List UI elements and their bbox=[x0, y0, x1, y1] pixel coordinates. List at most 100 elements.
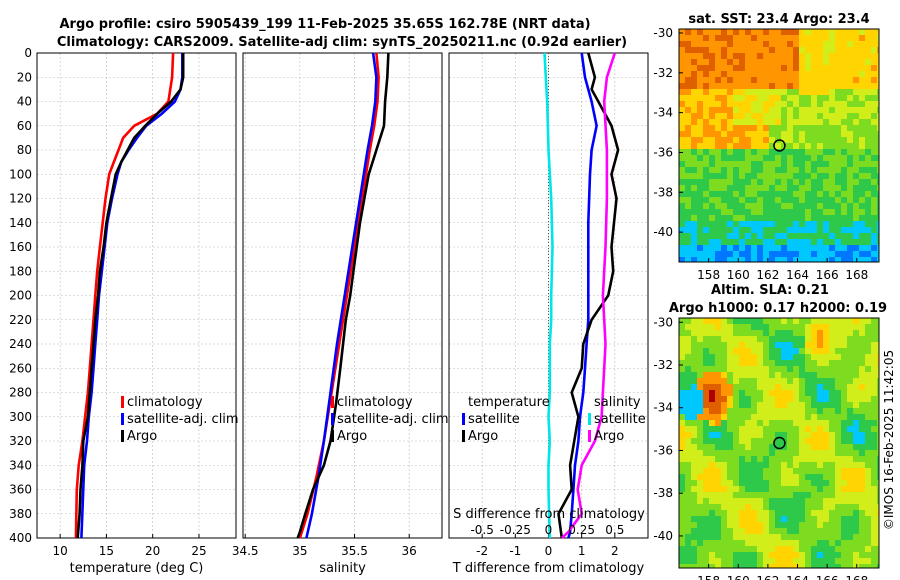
heatmap-cell bbox=[739, 209, 745, 215]
heatmap-cell bbox=[715, 89, 721, 95]
heatmap-cell bbox=[835, 143, 841, 149]
heatmap-cell bbox=[823, 179, 829, 185]
heatmap-cell bbox=[721, 239, 727, 245]
y-tick-label: -36 bbox=[653, 145, 673, 159]
heatmap-cell bbox=[679, 516, 685, 522]
heatmap-cell bbox=[793, 143, 799, 149]
heatmap-cell bbox=[733, 438, 739, 444]
heatmap-cell bbox=[793, 528, 799, 534]
heatmap-cell bbox=[853, 35, 859, 41]
heatmap-cell bbox=[781, 155, 787, 161]
heatmap-cell bbox=[697, 233, 703, 239]
heatmap-cell bbox=[733, 107, 739, 113]
heatmap-cell bbox=[739, 119, 745, 125]
y-tick-label: 40 bbox=[17, 95, 32, 109]
heatmap-cell bbox=[697, 149, 703, 155]
heatmap-cell bbox=[829, 552, 835, 558]
heatmap-cell bbox=[847, 143, 853, 149]
heatmap-cell bbox=[787, 330, 793, 336]
heatmap-cell bbox=[697, 402, 703, 408]
heatmap-cell bbox=[853, 426, 859, 432]
heatmap-cell bbox=[751, 444, 757, 450]
heatmap-cell bbox=[781, 534, 787, 540]
heatmap-cell bbox=[775, 113, 781, 119]
heatmap-cell bbox=[775, 131, 781, 137]
heatmap-cell bbox=[829, 330, 835, 336]
heatmap-cell bbox=[835, 336, 841, 342]
heatmap-cell bbox=[787, 432, 793, 438]
heatmap-cell bbox=[787, 125, 793, 131]
heatmap-cell bbox=[859, 125, 865, 131]
heatmap-cell bbox=[757, 384, 763, 390]
heatmap-cell bbox=[757, 251, 763, 257]
heatmap-cell bbox=[871, 185, 877, 191]
heatmap-cell bbox=[865, 540, 871, 546]
heatmap-cell bbox=[865, 366, 871, 372]
heatmap-cell bbox=[697, 89, 703, 95]
heatmap-cell bbox=[757, 257, 763, 262]
heatmap-cell bbox=[769, 95, 775, 101]
heatmap-cell bbox=[835, 203, 841, 209]
heatmap-cell bbox=[703, 498, 709, 504]
heatmap-cell bbox=[709, 125, 715, 131]
heatmap-cell bbox=[727, 438, 733, 444]
heatmap-cell bbox=[745, 137, 751, 143]
heatmap-cell bbox=[715, 504, 721, 510]
heatmap-cell bbox=[811, 107, 817, 113]
heatmap-cell bbox=[793, 390, 799, 396]
heatmap-cell bbox=[745, 516, 751, 522]
heatmap-cell bbox=[769, 59, 775, 65]
heatmap-cell bbox=[877, 486, 879, 492]
heatmap-cell bbox=[865, 221, 871, 227]
heatmap-cell bbox=[709, 474, 715, 480]
heatmap-cell bbox=[793, 456, 799, 462]
heatmap-cell bbox=[811, 348, 817, 354]
heatmap-cell bbox=[733, 426, 739, 432]
heatmap-cell bbox=[709, 546, 715, 552]
heatmap-cell bbox=[811, 426, 817, 432]
heatmap-cell bbox=[757, 498, 763, 504]
heatmap-cell bbox=[679, 245, 685, 251]
heatmap-cell bbox=[679, 540, 685, 546]
heatmap-cell bbox=[787, 402, 793, 408]
heatmap-cell bbox=[703, 540, 709, 546]
heatmap-cell bbox=[817, 396, 823, 402]
heatmap-cell bbox=[739, 95, 745, 101]
heatmap-cell bbox=[751, 378, 757, 384]
heatmap-cell bbox=[679, 546, 685, 552]
heatmap-cell bbox=[841, 113, 847, 119]
heatmap-cell bbox=[769, 444, 775, 450]
heatmap-cell bbox=[871, 119, 877, 125]
heatmap-cell bbox=[739, 71, 745, 77]
heatmap-cell bbox=[859, 215, 865, 221]
heatmap-cell bbox=[769, 462, 775, 468]
heatmap-cell bbox=[715, 480, 721, 486]
heatmap-cell bbox=[865, 29, 871, 35]
heatmap-cell bbox=[799, 137, 805, 143]
heatmap-cell bbox=[769, 239, 775, 245]
heatmap-cell bbox=[763, 456, 769, 462]
heatmap-cell bbox=[841, 354, 847, 360]
heatmap-cell bbox=[859, 360, 865, 366]
heatmap-cell bbox=[721, 378, 727, 384]
heatmap-cell bbox=[817, 185, 823, 191]
heatmap-cell bbox=[859, 342, 865, 348]
heatmap-cell bbox=[787, 257, 793, 262]
heatmap-cell bbox=[697, 552, 703, 558]
heatmap-cell bbox=[829, 414, 835, 420]
heatmap-cell bbox=[691, 125, 697, 131]
heatmap-cell bbox=[787, 143, 793, 149]
heatmap-cell bbox=[679, 498, 685, 504]
heatmap-cell bbox=[727, 215, 733, 221]
heatmap-cell bbox=[823, 173, 829, 179]
heatmap-cell bbox=[841, 71, 847, 77]
heatmap-cell bbox=[685, 149, 691, 155]
heatmap-cell bbox=[877, 558, 879, 564]
heatmap-cell bbox=[739, 348, 745, 354]
heatmap-cell bbox=[763, 504, 769, 510]
heatmap-cell bbox=[685, 384, 691, 390]
heatmap-cell bbox=[775, 420, 781, 426]
heatmap-cell bbox=[853, 257, 859, 262]
heatmap-cell bbox=[679, 480, 685, 486]
x-tick-label: 168 bbox=[845, 574, 868, 580]
